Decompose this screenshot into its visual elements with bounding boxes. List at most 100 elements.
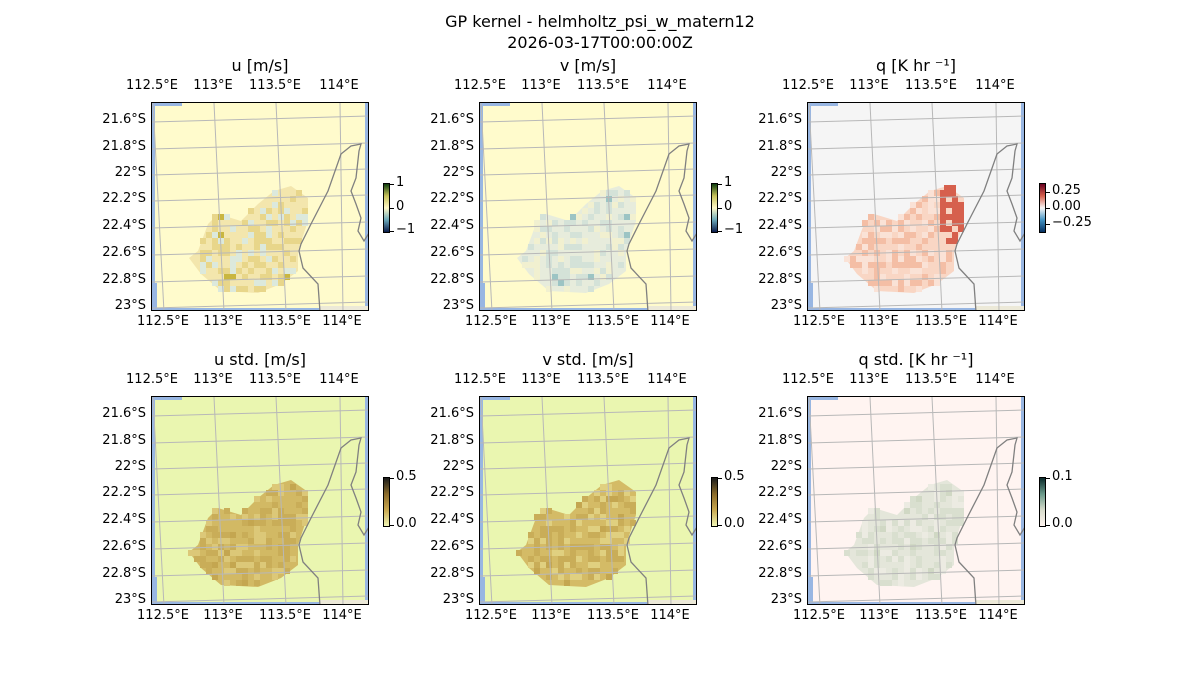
data-cell <box>278 484 284 490</box>
parallel-gridline <box>808 221 1024 229</box>
meridian-gridline <box>541 103 553 310</box>
data-cell <box>594 526 600 532</box>
data-cell <box>284 208 290 214</box>
data-cell <box>260 238 266 244</box>
data-cell <box>600 274 606 280</box>
parallel-gridline <box>152 462 368 470</box>
lon-tick-label-bottom: 112.5°E <box>793 314 845 329</box>
data-cell <box>254 532 260 538</box>
lon-tick-label-top: 113.5°E <box>577 372 629 387</box>
data-cell <box>922 274 928 280</box>
data-cell <box>212 280 218 286</box>
data-cell <box>946 532 952 538</box>
lon-tick-label-bottom: 113°E <box>859 314 899 329</box>
colorbar-tick <box>390 231 394 232</box>
data-cell <box>552 274 558 280</box>
data-cell <box>880 280 886 286</box>
data-cell <box>868 244 874 250</box>
data-cell <box>290 532 296 538</box>
data-cell <box>928 508 934 514</box>
lon-tick-label-top: 112.5°E <box>782 372 834 387</box>
data-cell <box>564 580 570 586</box>
data-cell <box>230 286 236 292</box>
lon-tick-label-top: 113.5°E <box>249 78 301 93</box>
data-cell <box>272 484 278 490</box>
ocean-mask <box>152 103 155 310</box>
data-cell <box>576 256 582 262</box>
data-cell <box>284 550 290 556</box>
parallel-gridline <box>152 115 368 123</box>
data-cell <box>606 190 612 196</box>
ocean-mask <box>480 397 483 604</box>
map-axes[interactable] <box>807 396 1025 605</box>
data-cell <box>958 220 964 226</box>
ocean-mask <box>808 103 811 310</box>
data-cell <box>630 502 636 508</box>
data-cell <box>540 226 546 232</box>
data-cell <box>582 208 588 214</box>
data-cell <box>910 502 916 508</box>
data-cell <box>946 226 952 232</box>
colorbar-tick <box>390 207 394 209</box>
data-cell <box>284 250 290 256</box>
ocean-mask <box>693 103 696 310</box>
data-cell <box>612 238 618 244</box>
data-cell <box>892 238 898 244</box>
lat-tick-label: 23°S <box>770 298 802 313</box>
data-cell <box>940 220 946 226</box>
lat-tick-label: 22.8°S <box>430 566 474 581</box>
data-cell <box>862 538 868 544</box>
map-axes[interactable] <box>151 396 369 605</box>
ocean-mask <box>808 602 976 604</box>
data-cell <box>594 250 600 256</box>
data-cell <box>606 544 612 550</box>
data-cell <box>898 214 904 220</box>
data-cell <box>254 538 260 544</box>
data-cell <box>236 256 242 262</box>
data-cell <box>606 226 612 232</box>
data-cell <box>248 250 254 256</box>
data-cell <box>266 232 272 238</box>
colorbar-tick-label: 0.0 <box>396 516 417 531</box>
data-cell <box>868 214 874 220</box>
data-cell <box>242 238 248 244</box>
lon-tick-label-top: 113°E <box>849 372 889 387</box>
data-cell <box>296 514 302 520</box>
data-cell <box>266 562 272 568</box>
data-cell <box>612 556 618 562</box>
lon-tick-label-bottom: 112.5°E <box>137 314 189 329</box>
map-axes[interactable] <box>151 102 369 311</box>
lon-tick-label-bottom: 112.5°E <box>465 314 517 329</box>
data-cell <box>212 214 218 220</box>
data-cell <box>290 514 296 520</box>
data-cell <box>874 220 880 226</box>
lat-tick-label: 23°S <box>770 592 802 607</box>
data-cell <box>952 214 958 220</box>
data-cell <box>302 508 308 514</box>
data-cell <box>576 532 582 538</box>
lon-tick-label-top: 114°E <box>319 78 359 93</box>
data-cell <box>874 556 880 562</box>
data-cell <box>630 508 636 514</box>
colorbar-tick-label: 0 <box>724 198 733 214</box>
data-cell <box>904 214 910 220</box>
map-axes[interactable] <box>479 102 697 311</box>
data-cell <box>618 496 624 502</box>
map-axes[interactable] <box>479 396 697 605</box>
data-cell <box>922 196 928 202</box>
data-cell <box>594 280 600 286</box>
lat-tick-label: 22.8°S <box>758 272 802 287</box>
parallel-gridline <box>808 542 1024 550</box>
lon-tick-label-top: 113.5°E <box>905 372 957 387</box>
data-cell <box>606 484 612 490</box>
data-cell <box>922 532 928 538</box>
map-canvas <box>152 397 368 604</box>
data-cell <box>290 220 296 226</box>
colorbar-tick <box>390 525 394 526</box>
colorbar-tick <box>718 478 722 479</box>
data-cell <box>618 232 624 238</box>
data-cell <box>868 280 874 286</box>
lon-tick-label-bottom: 113.5°E <box>915 608 967 623</box>
parallel-gridline <box>808 248 1024 256</box>
map-axes[interactable] <box>807 102 1025 311</box>
